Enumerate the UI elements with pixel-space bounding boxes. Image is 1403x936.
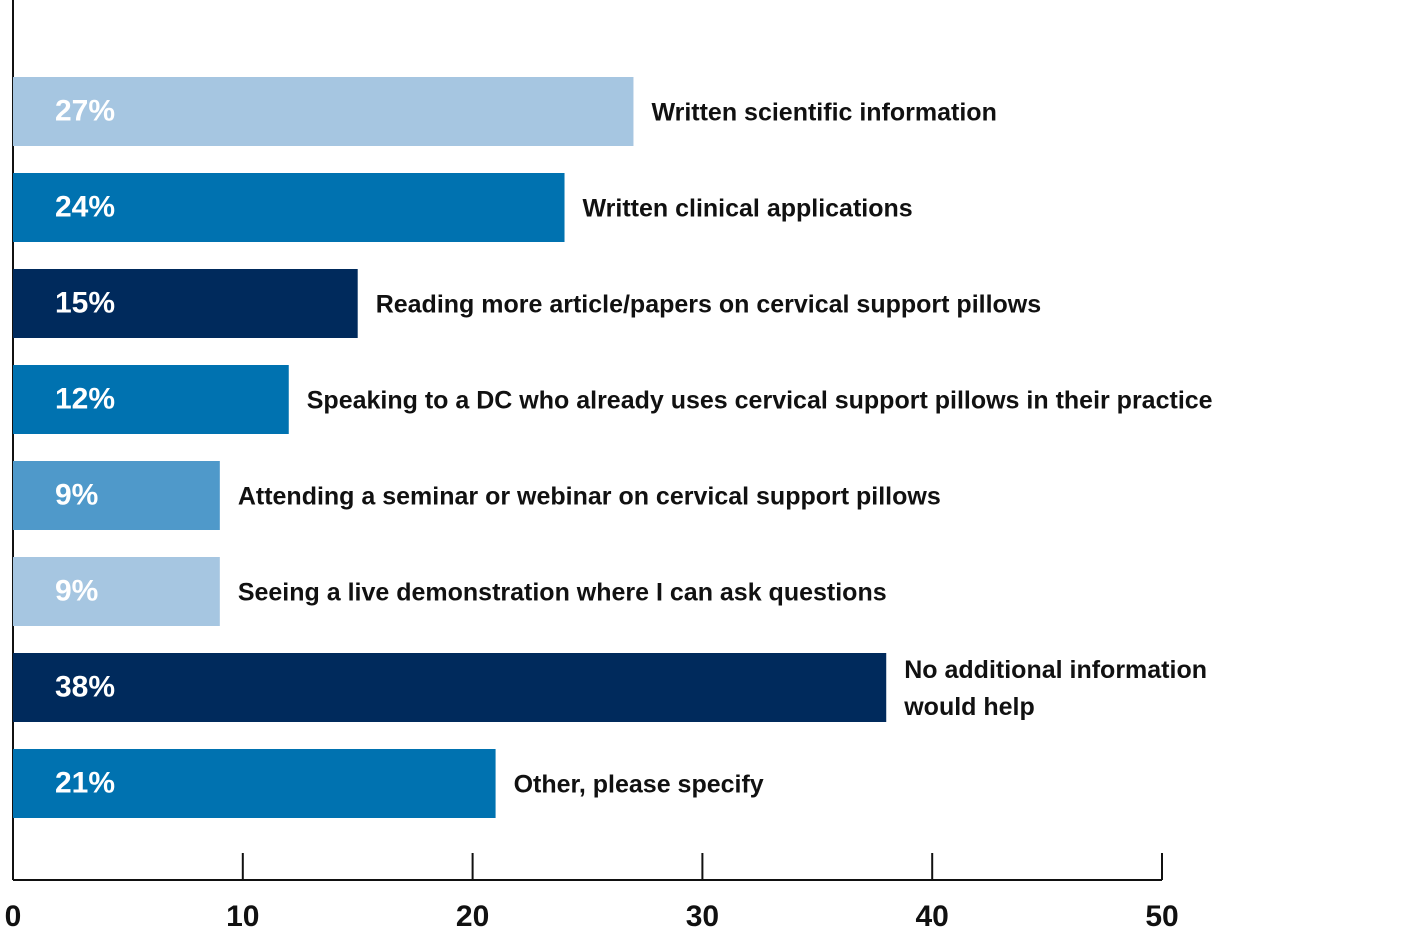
- bar: [13, 77, 634, 146]
- value-label: 9%: [55, 478, 98, 511]
- category-label: Speaking to a DC who already uses cervic…: [306, 386, 1213, 414]
- x-tick-label: 40: [916, 900, 949, 933]
- x-tick-label: 10: [226, 900, 259, 933]
- bar: [13, 269, 358, 338]
- category-label: Attending a seminar or webinar on cervic…: [237, 482, 941, 510]
- value-label: 24%: [55, 190, 115, 223]
- bar: [13, 365, 289, 434]
- category-label: Other, please specify: [513, 770, 764, 798]
- value-label: 38%: [55, 670, 115, 703]
- x-tick-label: 50: [1145, 900, 1178, 933]
- category-label: Reading more article/papers on cervical …: [375, 290, 1042, 318]
- value-label: 15%: [55, 286, 115, 319]
- x-tick-label: 0: [5, 900, 22, 933]
- value-label: 9%: [55, 574, 98, 607]
- bar: [13, 557, 220, 626]
- category-label: Written clinical applications: [582, 194, 913, 222]
- bar: [13, 653, 887, 722]
- value-label: 27%: [55, 94, 115, 127]
- x-tick-label: 30: [686, 900, 719, 933]
- value-label: 12%: [55, 382, 115, 415]
- x-tick-label: 20: [456, 900, 489, 933]
- value-label: 21%: [55, 766, 115, 799]
- bar: [13, 461, 220, 530]
- bar: [13, 749, 496, 818]
- category-label: Written scientific information: [651, 98, 997, 126]
- category-label: No additional information would help: [904, 655, 1207, 721]
- bar: [13, 173, 565, 242]
- category-label: Seeing a live demonstration where I can …: [237, 578, 887, 606]
